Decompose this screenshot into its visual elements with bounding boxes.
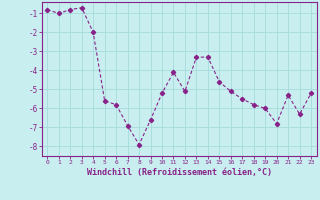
X-axis label: Windchill (Refroidissement éolien,°C): Windchill (Refroidissement éolien,°C) [87,168,272,177]
